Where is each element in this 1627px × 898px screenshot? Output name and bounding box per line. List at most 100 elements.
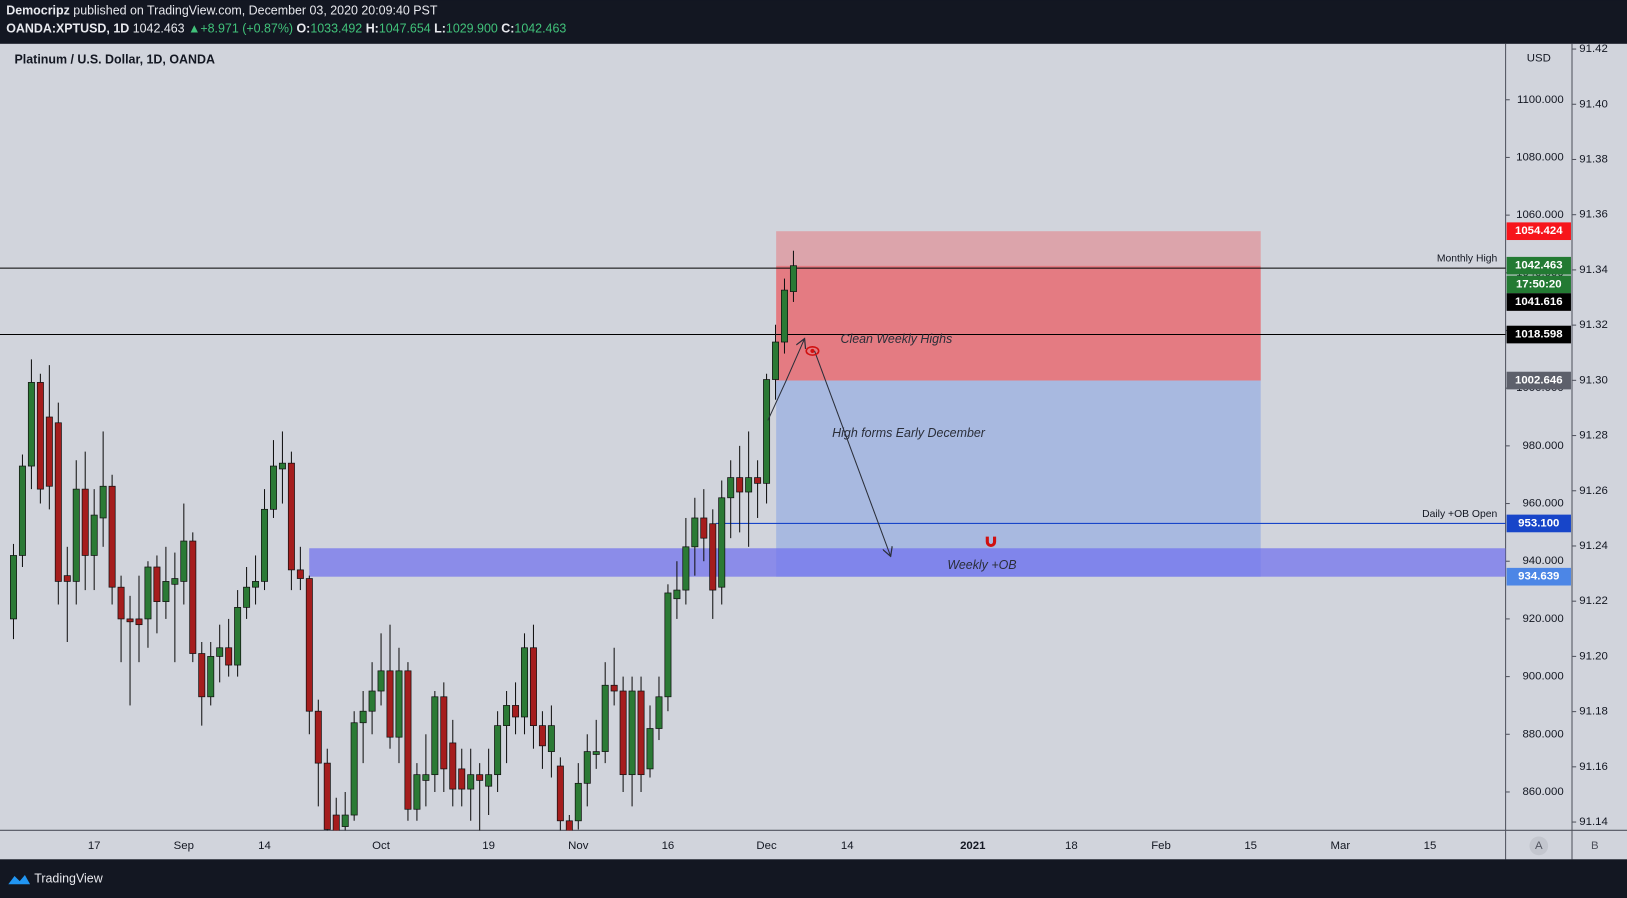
candle-body bbox=[529, 647, 537, 726]
brand-logo bbox=[8, 874, 31, 885]
price-label: 1018.598 bbox=[1515, 329, 1563, 341]
candle-body bbox=[332, 814, 340, 831]
y-tick-label: 940.000 bbox=[1522, 555, 1563, 567]
candle-body bbox=[610, 684, 618, 692]
footer-bg bbox=[0, 859, 1627, 898]
candle-body bbox=[386, 670, 394, 738]
candle-body bbox=[422, 774, 430, 781]
candle-body bbox=[323, 762, 331, 830]
y2-tick-label: 91.38 bbox=[1579, 153, 1608, 165]
eye-icon bbox=[805, 346, 820, 356]
y2-tick-label: 91.34 bbox=[1579, 264, 1608, 276]
candle-body bbox=[709, 523, 717, 591]
candle-body bbox=[18, 465, 26, 556]
y-tick-label: 1100.000 bbox=[1517, 94, 1564, 106]
candle-body bbox=[440, 696, 448, 770]
candle-body bbox=[287, 462, 295, 571]
y2-tick-label: 91.36 bbox=[1579, 209, 1608, 221]
y2-tick-label: 91.28 bbox=[1579, 430, 1608, 442]
x-tick-label: 15 bbox=[1244, 840, 1257, 852]
price-label-bg bbox=[1506, 256, 1571, 275]
annotation: Weekly +OB bbox=[947, 558, 1016, 572]
candle-body bbox=[772, 341, 779, 380]
button-label[interactable]: A bbox=[1535, 840, 1543, 852]
y-tick-label: 900.000 bbox=[1522, 671, 1563, 683]
candle-body bbox=[144, 566, 152, 620]
candle-body bbox=[216, 647, 224, 657]
candle-body bbox=[538, 725, 546, 747]
x-tick-label: 16 bbox=[662, 840, 675, 852]
candle-body bbox=[404, 670, 412, 810]
button[interactable] bbox=[1529, 836, 1549, 856]
arrow bbox=[814, 350, 891, 555]
candle-body bbox=[377, 670, 385, 692]
y-tick-label: 980.000 bbox=[1522, 440, 1563, 452]
candle-body bbox=[574, 782, 582, 822]
candle-body bbox=[45, 416, 53, 487]
header-bg bbox=[0, 0, 1627, 44]
x-tick-label: 17 bbox=[88, 840, 101, 852]
candle-body bbox=[207, 656, 215, 698]
candle-body bbox=[601, 684, 609, 752]
candle-body bbox=[619, 690, 627, 776]
candle-body bbox=[117, 586, 125, 620]
ohlc-value: 1042.463 bbox=[514, 22, 566, 36]
y-tick-label: 920.000 bbox=[1522, 613, 1563, 625]
candle-body bbox=[171, 578, 179, 585]
candle-body bbox=[789, 265, 797, 292]
zone bbox=[776, 265, 1261, 381]
y-tick-label: 1060.000 bbox=[1516, 209, 1564, 221]
candle-body bbox=[261, 508, 268, 582]
candle-body bbox=[63, 575, 71, 582]
candle-body bbox=[413, 774, 421, 810]
zone bbox=[309, 548, 1506, 577]
candle-body bbox=[270, 465, 277, 510]
candle-body bbox=[90, 514, 98, 556]
ohlc-value: 1029.900 bbox=[446, 22, 498, 36]
price-label-bg bbox=[1506, 293, 1571, 311]
candle-body bbox=[252, 581, 260, 588]
price-label-bg bbox=[1506, 371, 1571, 390]
candle-body bbox=[583, 751, 591, 784]
candle-body bbox=[592, 751, 600, 755]
price-label: 953.100 bbox=[1518, 517, 1559, 529]
y-tick-label: 880.000 bbox=[1522, 728, 1563, 740]
price-label: 1054.424 bbox=[1515, 225, 1563, 237]
symbol-line: OANDA:XPTUSD, 1D 1042.463 ▲+8.971 (+0.87… bbox=[6, 22, 566, 36]
button-label[interactable]: B bbox=[1591, 840, 1599, 852]
last: 1042.463 bbox=[133, 22, 185, 36]
candle-body bbox=[54, 422, 62, 582]
y2-tick-label: 91.14 bbox=[1579, 816, 1608, 828]
y2-tick-label: 91.24 bbox=[1579, 540, 1608, 552]
price-label-bg bbox=[1506, 567, 1571, 586]
x-tick-label: 19 bbox=[482, 840, 495, 852]
candle-body bbox=[36, 382, 44, 490]
candle-body bbox=[503, 705, 511, 726]
candle-body bbox=[646, 728, 654, 770]
candle-body bbox=[108, 485, 116, 588]
candle-body bbox=[189, 540, 197, 654]
price-line-name: Daily +OB Open bbox=[1422, 509, 1497, 520]
x-tick-label: Feb bbox=[1151, 840, 1171, 852]
candle-body bbox=[153, 566, 161, 602]
candle-body bbox=[467, 774, 475, 790]
plot bbox=[0, 231, 1506, 831]
price-label-bg bbox=[1506, 325, 1571, 344]
y2-tick-label: 91.32 bbox=[1579, 319, 1608, 331]
candle-body bbox=[99, 485, 107, 519]
candle-body bbox=[234, 607, 242, 666]
x-tick-label: 14 bbox=[258, 840, 271, 852]
published: published on TradingView.com, December 0… bbox=[73, 4, 438, 18]
y2-tick-label: 91.40 bbox=[1579, 98, 1608, 110]
candle-body bbox=[180, 540, 188, 582]
zone bbox=[776, 231, 1261, 266]
price-label: 1041.616 bbox=[1515, 296, 1563, 308]
candle-body bbox=[547, 725, 555, 752]
annotation: High forms Early December bbox=[832, 426, 986, 440]
publisher: Democripz bbox=[6, 4, 70, 18]
candle-body bbox=[512, 705, 520, 718]
candle-body bbox=[736, 477, 744, 493]
candle-body bbox=[126, 618, 134, 623]
candle-body bbox=[637, 690, 645, 776]
